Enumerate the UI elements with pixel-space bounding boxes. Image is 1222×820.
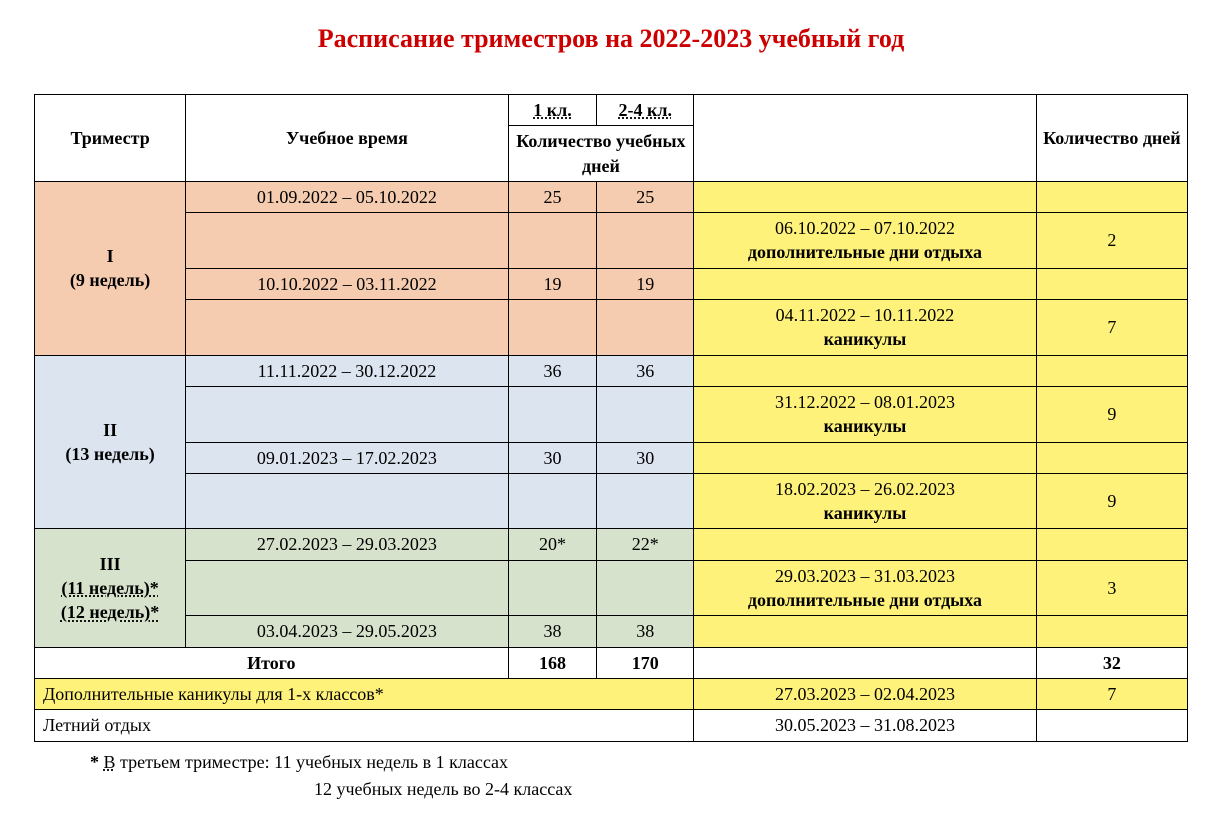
cell-c1 xyxy=(508,213,597,269)
cell-period: 03.04.2023 – 29.05.2023 xyxy=(186,616,509,647)
cell-c1 xyxy=(508,473,597,529)
cell-period: 27.02.2023 – 29.03.2023 xyxy=(186,529,509,560)
header-trimester: Триместр xyxy=(35,95,186,182)
cell-period: 09.01.2023 – 17.02.2023 xyxy=(186,442,509,473)
cell-holiday: 18.02.2023 – 26.02.2023 каникулы xyxy=(694,473,1037,529)
cell-c1 xyxy=(508,560,597,616)
cell-holiday: 06.10.2022 – 07.10.2022 дополнительные д… xyxy=(694,213,1037,269)
cell-c24: 19 xyxy=(597,268,694,299)
table-row: II (13 недель) 11.11.2022 – 30.12.2022 3… xyxy=(35,355,1188,386)
cell-c1 xyxy=(508,386,597,442)
cell-period xyxy=(186,473,509,529)
cell-c1 xyxy=(508,300,597,356)
summer-date: 30.05.2023 – 31.08.2023 xyxy=(694,710,1037,741)
trimester-2-label: II (13 недель) xyxy=(35,355,186,529)
cell-holiday xyxy=(694,355,1037,386)
cell-holiday xyxy=(694,529,1037,560)
cell-days xyxy=(1036,616,1187,647)
cell-c24: 30 xyxy=(597,442,694,473)
cell-days xyxy=(1036,181,1187,212)
cell-period: 10.10.2022 – 03.11.2022 xyxy=(186,268,509,299)
extra-holiday-date: 27.03.2023 – 02.04.2023 xyxy=(694,678,1037,709)
totals-empty xyxy=(694,647,1037,678)
table-row: 03.04.2023 – 29.05.2023 38 38 xyxy=(35,616,1188,647)
cell-c1: 20* xyxy=(508,529,597,560)
totals-label: Итого xyxy=(35,647,509,678)
cell-holiday xyxy=(694,616,1037,647)
page-title: Расписание триместров на 2022-2023 учебн… xyxy=(34,24,1188,54)
trimester-1-label: I (9 недель) xyxy=(35,181,186,355)
cell-period: 01.09.2022 – 05.10.2022 xyxy=(186,181,509,212)
totals-c24: 170 xyxy=(597,647,694,678)
extra-holiday-days: 7 xyxy=(1036,678,1187,709)
extra-row-1: Дополнительные каникулы для 1-х классов*… xyxy=(35,678,1188,709)
cell-days xyxy=(1036,442,1187,473)
table-row: 29.03.2023 – 31.03.2023 дополнительные д… xyxy=(35,560,1188,616)
cell-c24 xyxy=(597,560,694,616)
cell-c1: 19 xyxy=(508,268,597,299)
cell-days xyxy=(1036,529,1187,560)
cell-c1: 30 xyxy=(508,442,597,473)
totals-days: 32 xyxy=(1036,647,1187,678)
trimester-3-label: III (11 недель)* (12 недель)* xyxy=(35,529,186,647)
cell-holiday xyxy=(694,442,1037,473)
schedule-table: Триместр Учебное время 1 кл. 2-4 кл. Кол… xyxy=(34,94,1188,742)
cell-holiday: 04.11.2022 – 10.11.2022 каникулы xyxy=(694,300,1037,356)
table-row: 06.10.2022 – 07.10.2022 дополнительные д… xyxy=(35,213,1188,269)
header-empty xyxy=(694,95,1037,182)
extra-row-2: Летний отдых 30.05.2023 – 31.08.2023 xyxy=(35,710,1188,741)
header-study-days-sub: Количество учебных дней xyxy=(508,126,693,182)
cell-period xyxy=(186,213,509,269)
table-row: III (11 недель)* (12 недель)* 27.02.2023… xyxy=(35,529,1188,560)
footnote-line-2: 12 учебных недель во 2-4 классах xyxy=(314,779,1188,800)
cell-period xyxy=(186,560,509,616)
cell-c24 xyxy=(597,213,694,269)
cell-c24: 36 xyxy=(597,355,694,386)
cell-days: 7 xyxy=(1036,300,1187,356)
cell-holiday xyxy=(694,181,1037,212)
cell-c1: 36 xyxy=(508,355,597,386)
cell-days: 3 xyxy=(1036,560,1187,616)
cell-days xyxy=(1036,268,1187,299)
cell-period xyxy=(186,300,509,356)
cell-days xyxy=(1036,355,1187,386)
cell-holiday: 31.12.2022 – 08.01.2023 каникулы xyxy=(694,386,1037,442)
table-row: 09.01.2023 – 17.02.2023 30 30 xyxy=(35,442,1188,473)
table-row: 31.12.2022 – 08.01.2023 каникулы 9 xyxy=(35,386,1188,442)
extra-holiday-label: Дополнительные каникулы для 1-х классов* xyxy=(35,678,694,709)
header-days-count: Количество дней xyxy=(1036,95,1187,182)
header-grade1: 1 кл. xyxy=(508,95,597,126)
header-grade24: 2-4 кл. xyxy=(597,95,694,126)
totals-c1: 168 xyxy=(508,647,597,678)
footnote-line-1: * В третьем триместре: 11 учебных недель… xyxy=(90,752,1188,773)
table-row: 18.02.2023 – 26.02.2023 каникулы 9 xyxy=(35,473,1188,529)
cell-days: 9 xyxy=(1036,386,1187,442)
cell-days: 9 xyxy=(1036,473,1187,529)
cell-c24: 38 xyxy=(597,616,694,647)
cell-c1: 25 xyxy=(508,181,597,212)
cell-holiday: 29.03.2023 – 31.03.2023 дополнительные д… xyxy=(694,560,1037,616)
table-row: 10.10.2022 – 03.11.2022 19 19 xyxy=(35,268,1188,299)
cell-c24 xyxy=(597,473,694,529)
summer-days xyxy=(1036,710,1187,741)
cell-holiday xyxy=(694,268,1037,299)
cell-c24: 22* xyxy=(597,529,694,560)
cell-c24: 25 xyxy=(597,181,694,212)
summer-label: Летний отдых xyxy=(35,710,694,741)
cell-period xyxy=(186,386,509,442)
table-row: I (9 недель) 01.09.2022 – 05.10.2022 25 … xyxy=(35,181,1188,212)
header-row-1: Триместр Учебное время 1 кл. 2-4 кл. Кол… xyxy=(35,95,1188,126)
cell-days: 2 xyxy=(1036,213,1187,269)
cell-c1: 38 xyxy=(508,616,597,647)
totals-row: Итого 168 170 32 xyxy=(35,647,1188,678)
table-row: 04.11.2022 – 10.11.2022 каникулы 7 xyxy=(35,300,1188,356)
cell-c24 xyxy=(597,386,694,442)
cell-period: 11.11.2022 – 30.12.2022 xyxy=(186,355,509,386)
cell-c24 xyxy=(597,300,694,356)
header-study-time: Учебное время xyxy=(186,95,509,182)
